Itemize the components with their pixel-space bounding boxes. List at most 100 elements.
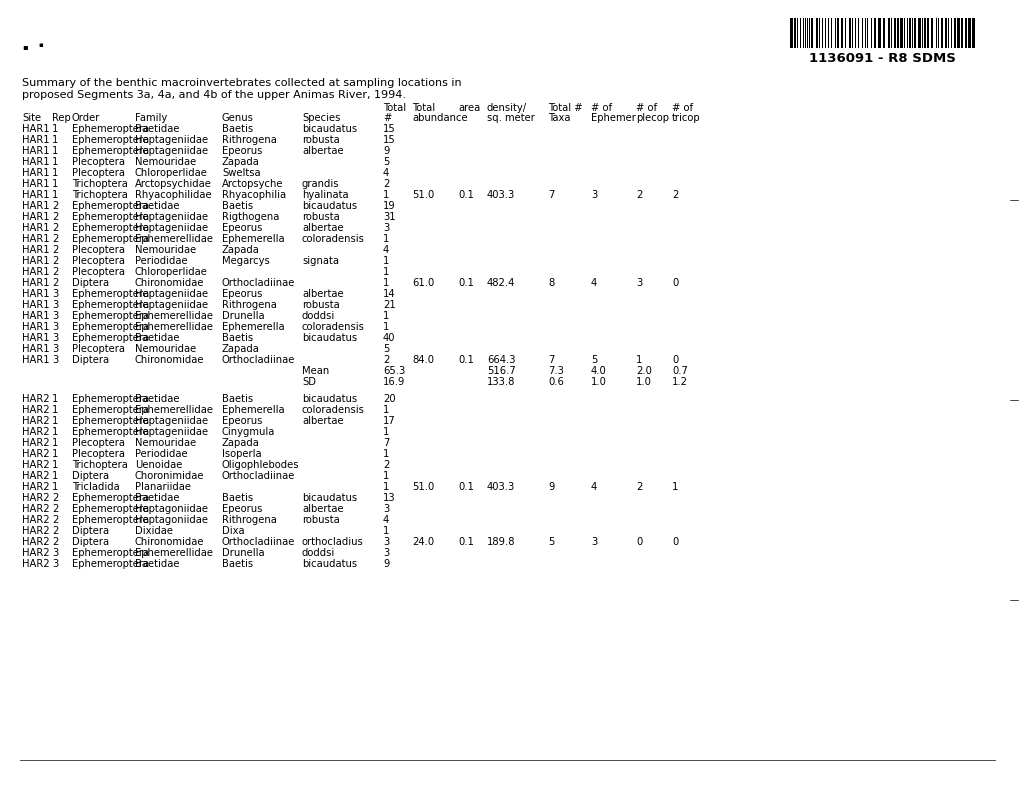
Text: 1: 1 bbox=[52, 427, 58, 437]
Text: 1: 1 bbox=[382, 234, 389, 244]
Text: HAR1: HAR1 bbox=[22, 190, 50, 200]
Text: robusta: robusta bbox=[302, 212, 339, 222]
Text: 133.8: 133.8 bbox=[486, 377, 515, 387]
Text: Rep: Rep bbox=[52, 113, 70, 123]
Text: Plecoptera: Plecoptera bbox=[72, 245, 125, 255]
Text: Nemouridae: Nemouridae bbox=[135, 245, 196, 255]
Text: 8: 8 bbox=[547, 278, 553, 288]
Text: 9: 9 bbox=[547, 482, 554, 492]
Text: 3: 3 bbox=[52, 548, 58, 558]
Text: Epeorus: Epeorus bbox=[222, 504, 262, 514]
Text: tricop: tricop bbox=[672, 113, 700, 123]
Text: 1.0: 1.0 bbox=[636, 377, 651, 387]
Text: albertae: albertae bbox=[302, 223, 343, 233]
Text: 3: 3 bbox=[590, 537, 597, 547]
Text: Chloroperlidae: Chloroperlidae bbox=[135, 267, 208, 277]
Text: Ephemeroptera: Ephemeroptera bbox=[72, 289, 149, 299]
Bar bbox=[941, 18, 943, 48]
Text: Site: Site bbox=[22, 113, 41, 123]
Bar bbox=[899, 18, 902, 48]
Text: 2: 2 bbox=[52, 256, 58, 266]
Text: albertae: albertae bbox=[302, 504, 343, 514]
Text: Baetis: Baetis bbox=[222, 124, 253, 134]
Text: Uenoidae: Uenoidae bbox=[135, 460, 182, 470]
Text: Ephemerellidae: Ephemerellidae bbox=[135, 234, 213, 244]
Text: HAR1: HAR1 bbox=[22, 267, 50, 277]
Text: Plecoptera: Plecoptera bbox=[72, 438, 125, 448]
Bar bbox=[908, 18, 910, 48]
Text: plecop: plecop bbox=[636, 113, 668, 123]
Text: Ephemerellidae: Ephemerellidae bbox=[135, 548, 213, 558]
Text: Ephemeroptera: Ephemeroptera bbox=[72, 405, 149, 415]
Text: Heptageniidae: Heptageniidae bbox=[135, 416, 208, 426]
Text: 3: 3 bbox=[52, 311, 58, 321]
Text: Plecoptera: Plecoptera bbox=[72, 256, 125, 266]
Text: HAR1: HAR1 bbox=[22, 179, 50, 189]
Text: 1: 1 bbox=[382, 526, 389, 536]
Text: 1: 1 bbox=[382, 322, 389, 332]
Text: 403.3: 403.3 bbox=[486, 482, 515, 492]
Bar bbox=[967, 18, 970, 48]
Text: Heptageniidae: Heptageniidae bbox=[135, 146, 208, 156]
Text: HAR1: HAR1 bbox=[22, 124, 50, 134]
Text: HAR1: HAR1 bbox=[22, 278, 50, 288]
Text: Chironomidae: Chironomidae bbox=[135, 278, 204, 288]
Text: 51.0: 51.0 bbox=[412, 482, 434, 492]
Text: 1: 1 bbox=[52, 460, 58, 470]
Text: 0.1: 0.1 bbox=[458, 278, 474, 288]
Text: Trichoptera: Trichoptera bbox=[72, 460, 127, 470]
Text: Ephemeroptera: Ephemeroptera bbox=[72, 322, 149, 332]
Text: 21: 21 bbox=[382, 300, 395, 310]
Text: Species: Species bbox=[302, 113, 340, 123]
Text: bicaudatus: bicaudatus bbox=[302, 559, 357, 569]
Text: HAR1: HAR1 bbox=[22, 311, 50, 321]
Text: Chironomidae: Chironomidae bbox=[135, 355, 204, 365]
Text: 3: 3 bbox=[382, 223, 389, 233]
Text: coloradensis: coloradensis bbox=[302, 405, 365, 415]
Text: Heptageniidae: Heptageniidae bbox=[135, 212, 208, 222]
Text: 2: 2 bbox=[382, 355, 389, 365]
Text: signata: signata bbox=[302, 256, 338, 266]
Bar bbox=[960, 18, 962, 48]
Text: Dixa: Dixa bbox=[222, 526, 245, 536]
Text: HAR1: HAR1 bbox=[22, 300, 50, 310]
Text: 1: 1 bbox=[52, 482, 58, 492]
Text: 1: 1 bbox=[382, 278, 389, 288]
Text: Heptageniidae: Heptageniidae bbox=[135, 223, 208, 233]
Text: 1: 1 bbox=[382, 405, 389, 415]
Text: Heptageniidae: Heptageniidae bbox=[135, 427, 208, 437]
Text: 4.0: 4.0 bbox=[590, 366, 606, 376]
Text: HAR1: HAR1 bbox=[22, 322, 50, 332]
Text: HAR2: HAR2 bbox=[22, 515, 50, 525]
Bar bbox=[810, 18, 812, 48]
Text: Epeorus: Epeorus bbox=[222, 223, 262, 233]
Text: 3: 3 bbox=[52, 344, 58, 354]
Text: 2: 2 bbox=[52, 212, 58, 222]
Text: HAR1: HAR1 bbox=[22, 168, 50, 178]
Text: Rithrogena: Rithrogena bbox=[222, 300, 276, 310]
Text: 1: 1 bbox=[52, 394, 58, 404]
Text: 9: 9 bbox=[382, 559, 389, 569]
Text: Dixidae: Dixidae bbox=[135, 526, 173, 536]
Text: Ephemeroptera: Ephemeroptera bbox=[72, 559, 149, 569]
Text: Tricladida: Tricladida bbox=[72, 482, 119, 492]
Text: Rithrogena: Rithrogena bbox=[222, 515, 276, 525]
Text: Baetis: Baetis bbox=[222, 333, 253, 343]
Text: robusta: robusta bbox=[302, 300, 339, 310]
Text: HAR2: HAR2 bbox=[22, 526, 50, 536]
Text: 2: 2 bbox=[52, 234, 58, 244]
Text: 3: 3 bbox=[636, 278, 642, 288]
Text: Ephemerellidae: Ephemerellidae bbox=[135, 322, 213, 332]
Text: 84.0: 84.0 bbox=[412, 355, 433, 365]
Text: sq. meter: sq. meter bbox=[486, 113, 534, 123]
Text: proposed Segments 3a, 4a, and 4b of the upper Animas River, 1994.: proposed Segments 3a, 4a, and 4b of the … bbox=[22, 90, 406, 100]
Text: Epeorus: Epeorus bbox=[222, 416, 262, 426]
Text: 19: 19 bbox=[382, 201, 395, 211]
Text: 2: 2 bbox=[52, 493, 58, 503]
Text: Baetidae: Baetidae bbox=[135, 559, 179, 569]
Text: Ephemeroptera: Ephemeroptera bbox=[72, 548, 149, 558]
Text: 2: 2 bbox=[382, 179, 389, 189]
Text: Rigthogena: Rigthogena bbox=[222, 212, 279, 222]
Text: 1: 1 bbox=[382, 482, 389, 492]
Text: Orthocladiinae: Orthocladiinae bbox=[222, 278, 296, 288]
